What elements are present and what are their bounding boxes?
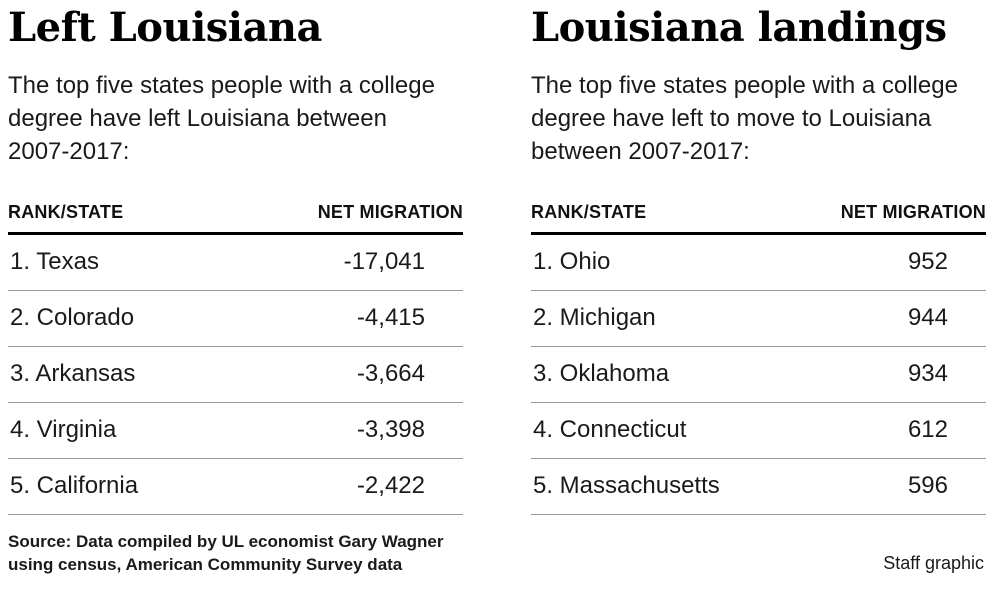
table-row: 5. Massachusetts 596 [531,458,986,516]
state-cell: 2. Michigan [531,290,789,348]
value-cell: 596 [788,458,986,516]
left-louisiana-table: RANK/STATE NET MIGRATION 1. Texas -17,04… [8,198,463,516]
table-row: 3. Arkansas -3,664 [8,346,463,404]
infographic: Left Louisiana The top five states peopl… [8,4,986,576]
table-header-row: RANK/STATE NET MIGRATION [8,198,463,236]
value-cell: 934 [788,346,986,404]
source-note: Source: Data compiled by UL economist Ga… [8,532,444,574]
table-row: 2. Colorado -4,415 [8,290,463,348]
column-header-net-migration: NET MIGRATION [222,198,463,236]
table-row: 4. Connecticut 612 [531,402,986,460]
subtitle-louisiana-landings: The top five states people with a colleg… [531,71,958,166]
value-cell: -17,041 [222,233,463,292]
table-row: 1. Texas -17,041 [8,233,463,292]
table-header-row: RANK/STATE NET MIGRATION [531,198,986,236]
state-cell: 1. Texas [8,233,223,292]
table-row: 1. Ohio 952 [531,233,986,292]
page-title-louisiana-landings: Louisiana landings [531,4,947,51]
value-cell: -4,415 [222,290,463,348]
panel-louisiana-landings: Louisiana landings The top five states p… [531,4,986,576]
state-cell: 4. Virginia [8,402,223,460]
state-cell: 1. Ohio [531,233,789,292]
state-cell: 3. Oklahoma [531,346,789,404]
value-cell: 952 [788,233,986,292]
table-row: 4. Virginia -3,398 [8,402,463,460]
louisiana-landings-table: RANK/STATE NET MIGRATION 1. Ohio 952 2. … [531,198,986,516]
value-cell: -3,398 [222,402,463,460]
state-cell: 2. Colorado [8,290,223,348]
table-row: 3. Oklahoma 934 [531,346,986,404]
page-title-left-louisiana: Left Louisiana [8,4,322,51]
table-row: 5. California -2,422 [8,458,463,516]
state-cell: 4. Connecticut [531,402,789,460]
value-cell: 944 [788,290,986,348]
column-header-rank-state: RANK/STATE [8,198,223,236]
staff-credit: Staff graphic [883,553,984,574]
column-header-rank-state: RANK/STATE [531,198,789,236]
subtitle-left-louisiana: The top five states people with a colleg… [8,71,435,166]
value-cell: -2,422 [222,458,463,516]
table-row: 2. Michigan 944 [531,290,986,348]
value-cell: -3,664 [222,346,463,404]
value-cell: 612 [788,402,986,460]
state-cell: 3. Arkansas [8,346,223,404]
column-header-net-migration: NET MIGRATION [788,198,986,236]
state-cell: 5. California [8,458,223,516]
panel-left-louisiana: Left Louisiana The top five states peopl… [8,4,463,576]
state-cell: 5. Massachusetts [531,458,789,516]
